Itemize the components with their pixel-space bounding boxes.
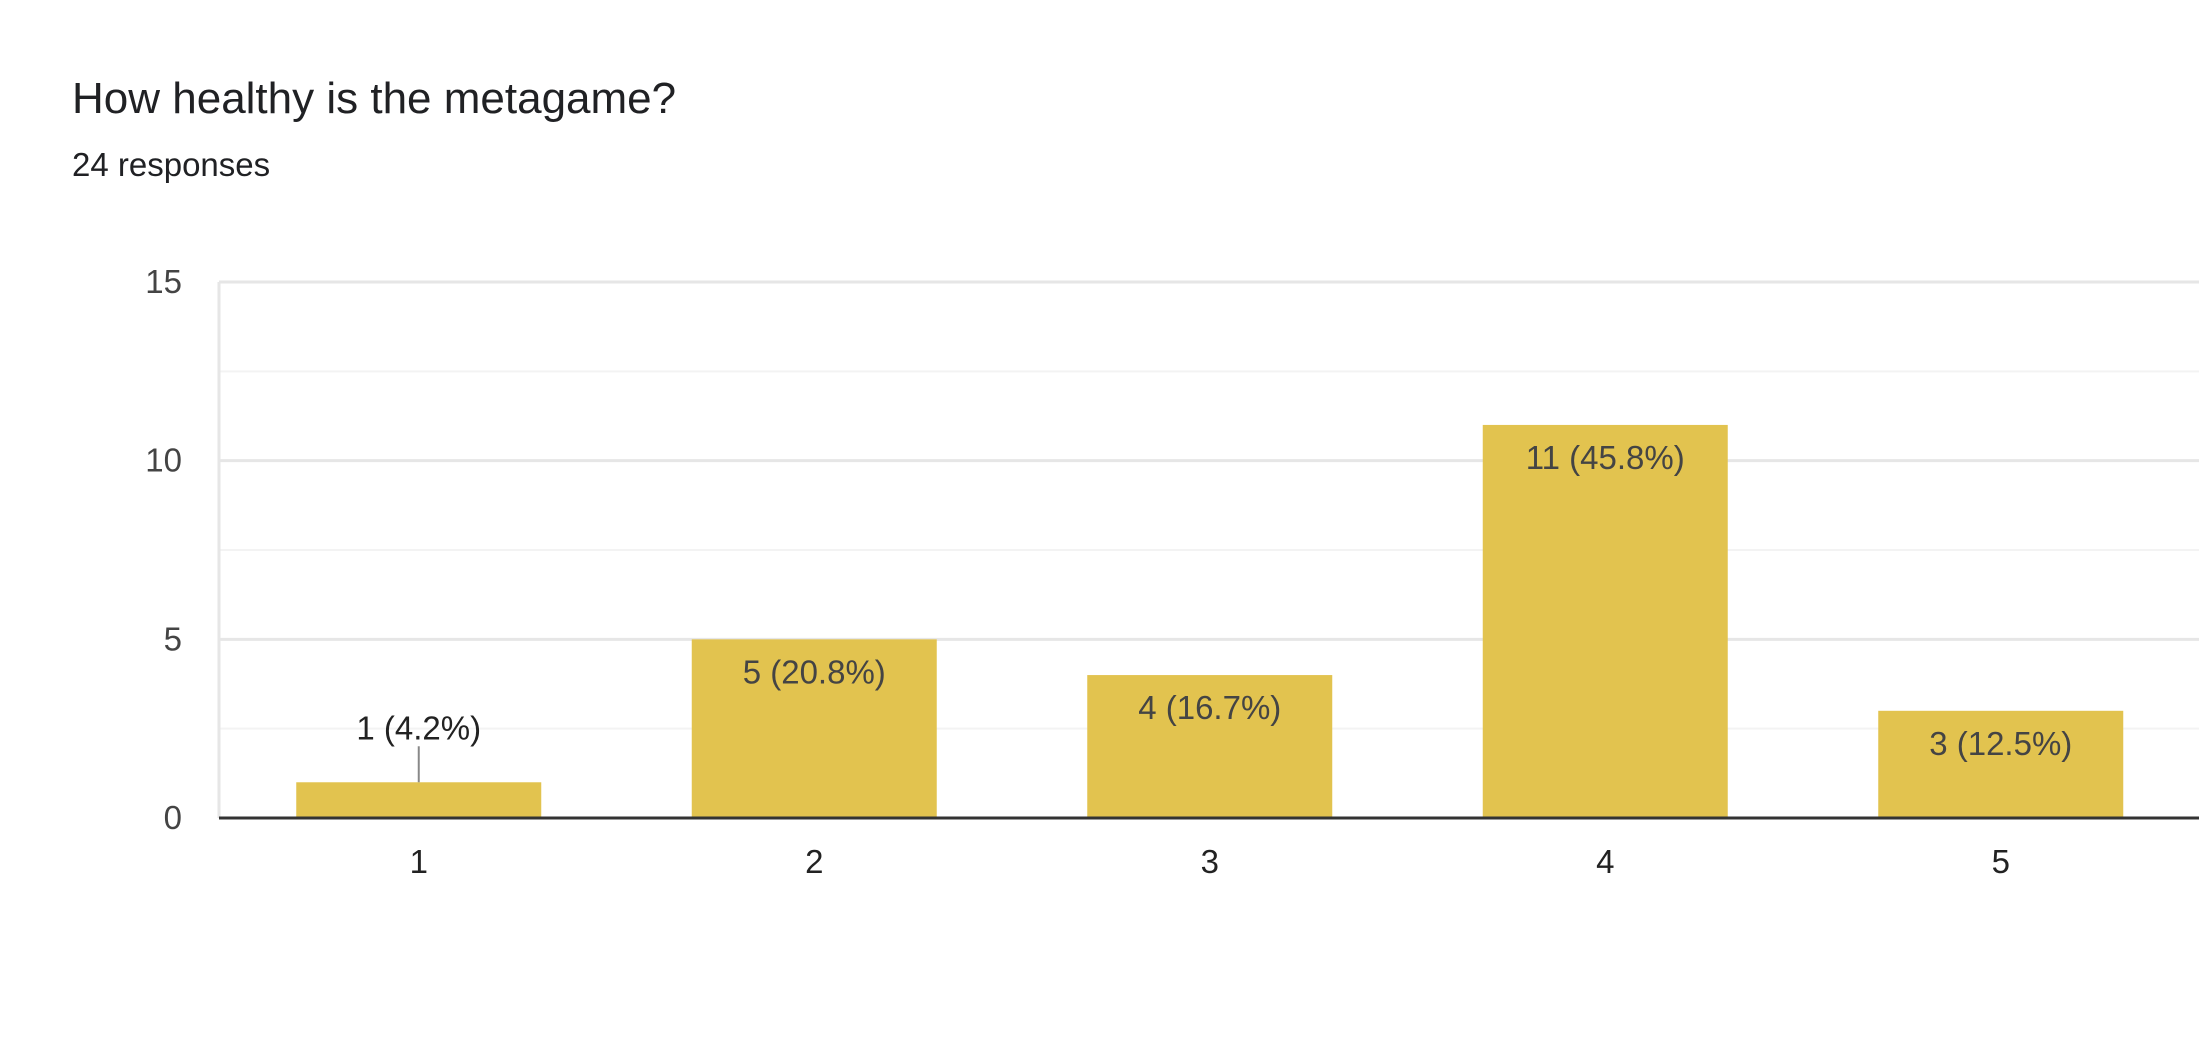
y-tick-label: 15 xyxy=(145,263,182,300)
data-label: 1 (4.2%) xyxy=(356,709,481,746)
x-tick-label: 1 xyxy=(410,843,428,880)
data-label: 3 (12.5%) xyxy=(1929,725,2072,762)
x-tick-label: 3 xyxy=(1201,843,1219,880)
x-tick-label: 2 xyxy=(805,843,823,880)
y-axis-ticks: 0 5 10 15 xyxy=(145,263,182,836)
bar xyxy=(296,782,542,818)
bar xyxy=(1878,710,2124,818)
data-label: 4 (16.7%) xyxy=(1138,689,1281,726)
x-axis-ticks: 1 2 3 4 5 xyxy=(219,816,2199,880)
bar xyxy=(1087,675,1333,818)
x-tick-label: 5 xyxy=(1992,843,2010,880)
x-tick-label: 4 xyxy=(1596,843,1614,880)
chart-title: How healthy is the metagame? xyxy=(72,74,677,123)
data-label: 11 (45.8%) xyxy=(1526,439,1685,476)
data-labels: 1 (4.2%) 5 (20.8%) 4 (16.7%) 11 (45.8%) 3 (1… xyxy=(356,439,2072,783)
bar xyxy=(1482,424,1728,818)
y-tick-label: 0 xyxy=(164,799,182,836)
gridlines xyxy=(217,280,2199,818)
response-count: 24 responses xyxy=(72,146,271,183)
y-tick-label: 10 xyxy=(145,442,182,479)
bar xyxy=(691,639,937,818)
y-tick-label: 5 xyxy=(164,620,182,657)
data-label: 5 (20.8%) xyxy=(743,653,886,690)
bars xyxy=(296,424,2124,818)
